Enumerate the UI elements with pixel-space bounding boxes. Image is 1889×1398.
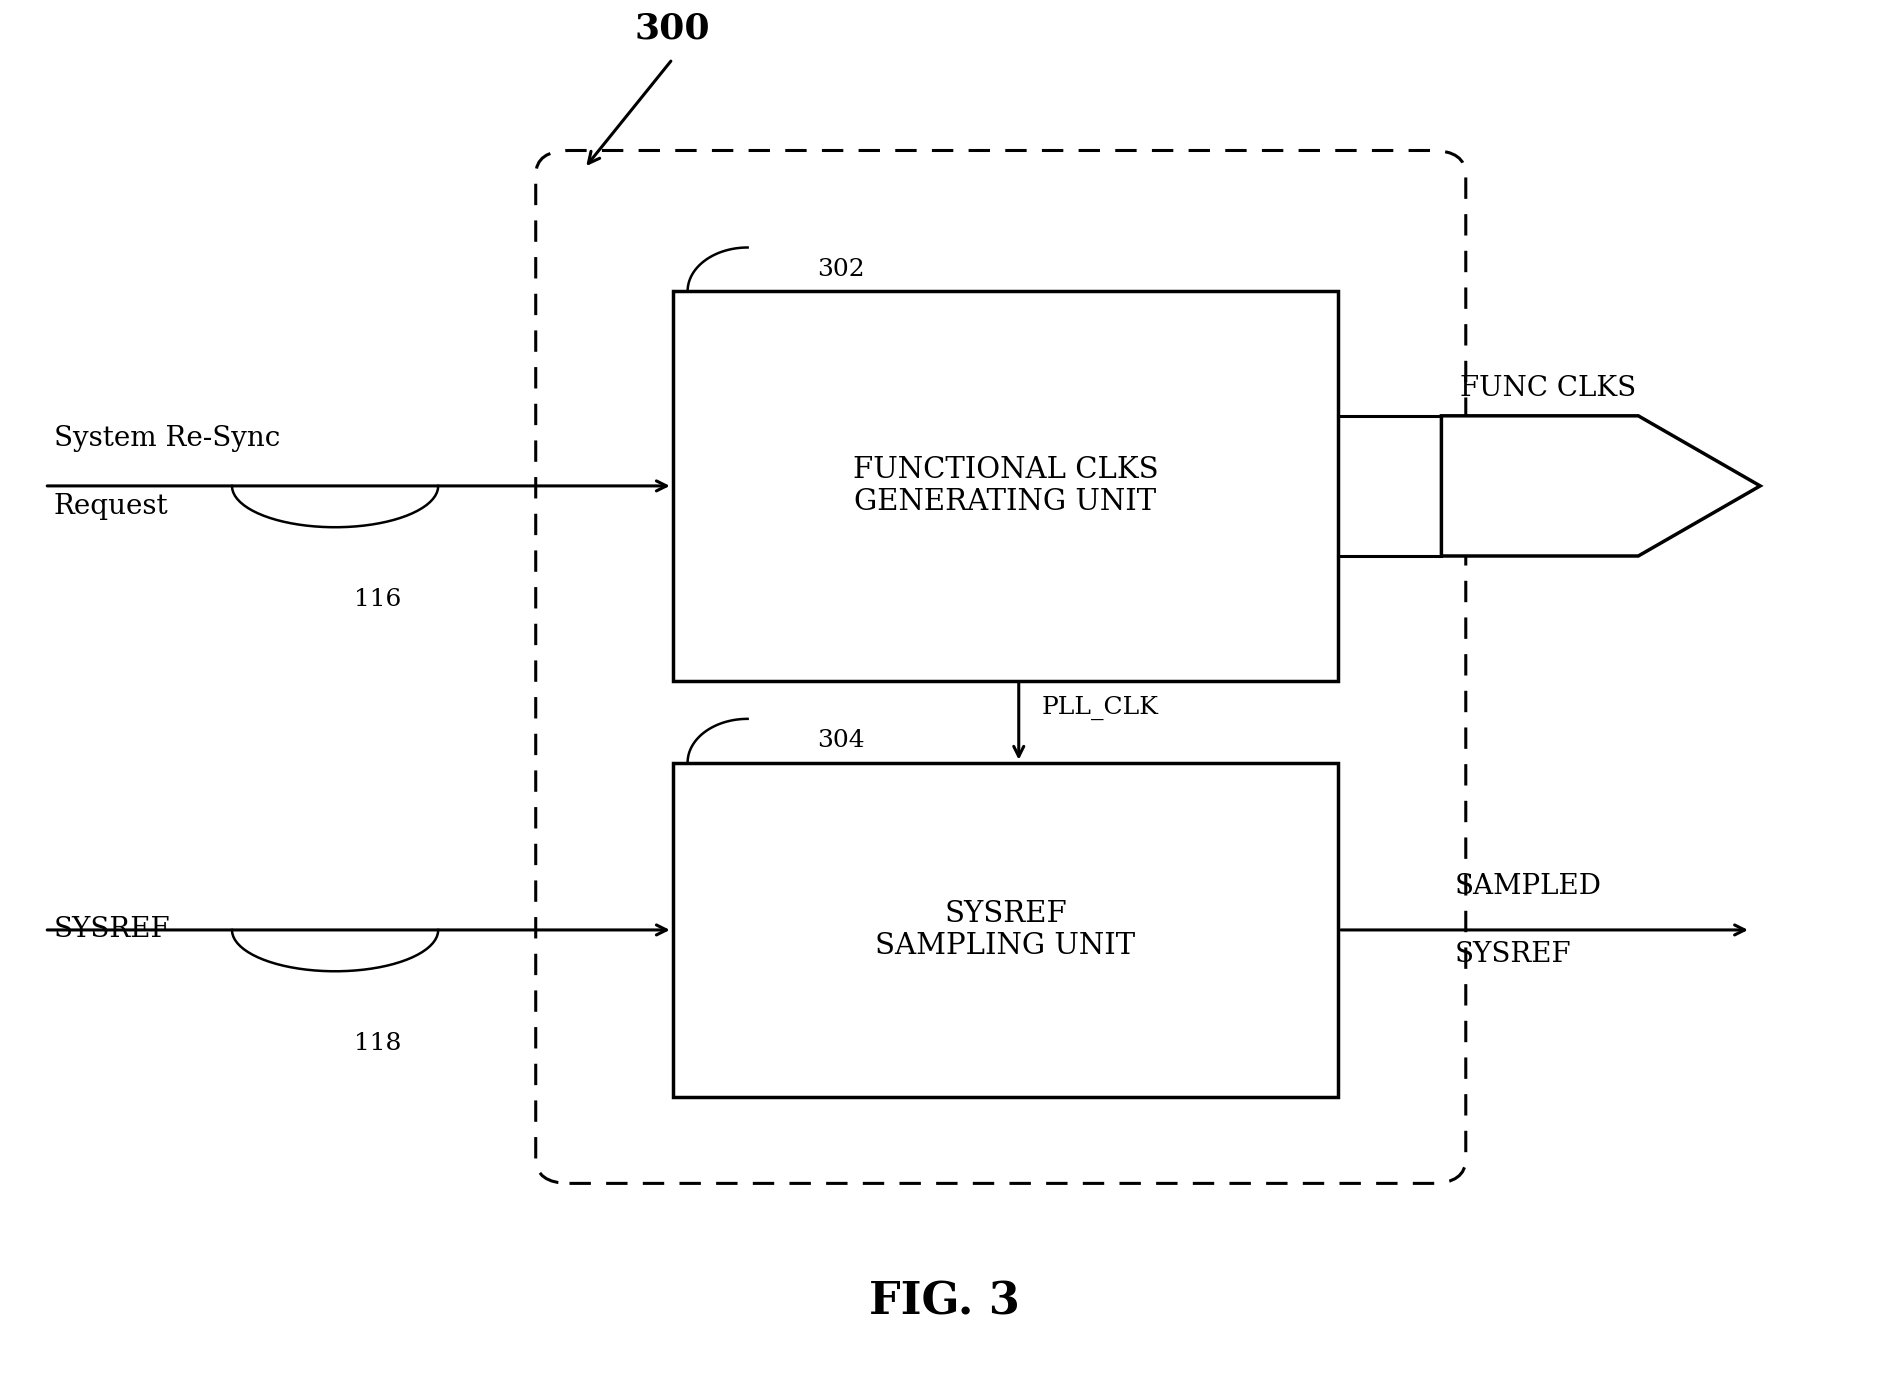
Text: 304: 304 [816, 730, 865, 752]
Text: 116: 116 [353, 589, 400, 611]
Text: PLL_CLK: PLL_CLK [1041, 696, 1158, 720]
Text: SAMPLED: SAMPLED [1455, 872, 1602, 900]
Text: SYSREF: SYSREF [1455, 941, 1572, 967]
FancyBboxPatch shape [672, 762, 1337, 1097]
Text: 118: 118 [353, 1032, 400, 1055]
Text: Request: Request [53, 492, 168, 520]
Text: 300: 300 [635, 11, 710, 45]
Text: System Re-Sync: System Re-Sync [53, 425, 280, 452]
FancyBboxPatch shape [672, 291, 1337, 681]
Polygon shape [1441, 415, 1761, 556]
Text: FUNC CLKS: FUNC CLKS [1460, 375, 1636, 403]
Text: SYSREF
SAMPLING UNIT: SYSREF SAMPLING UNIT [875, 900, 1135, 960]
Text: FUNCTIONAL CLKS
GENERATING UNIT: FUNCTIONAL CLKS GENERATING UNIT [852, 456, 1158, 516]
Text: 302: 302 [816, 257, 865, 281]
Text: FIG. 3: FIG. 3 [869, 1281, 1020, 1324]
Text: SYSREF: SYSREF [53, 917, 170, 944]
